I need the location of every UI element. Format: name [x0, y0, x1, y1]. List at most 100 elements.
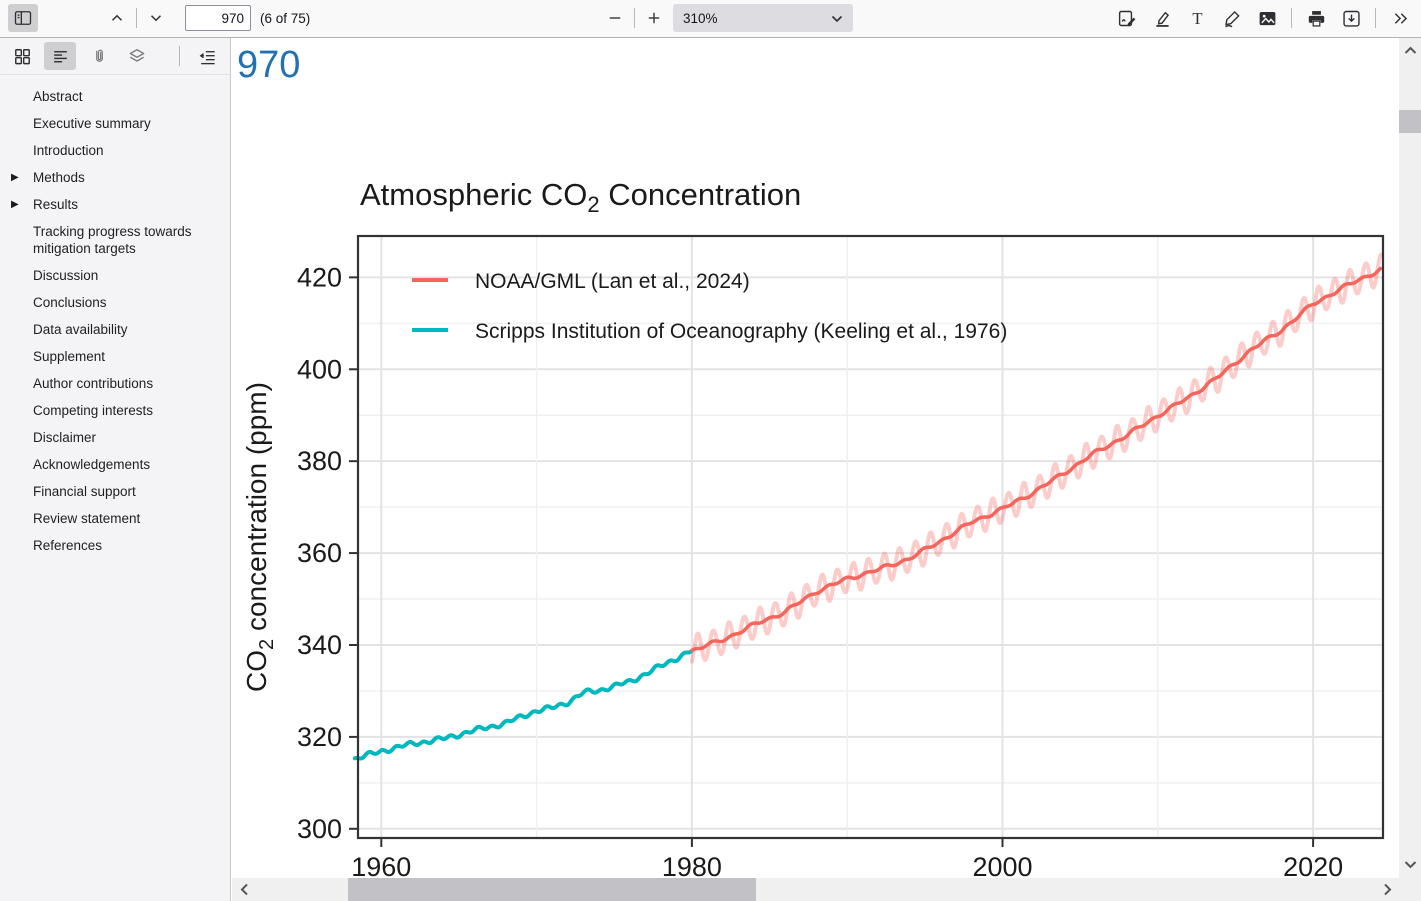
zoom-out-button[interactable]	[600, 4, 630, 32]
print-button[interactable]	[1301, 4, 1331, 32]
zoom-level-value: 310%	[683, 10, 718, 26]
outline-item[interactable]: Conclusions	[0, 289, 230, 316]
outline-item-label: References	[33, 538, 103, 553]
outline-list-icon	[51, 47, 70, 66]
page-count-label: (6 of 75)	[260, 10, 311, 26]
chart-title: Atmospheric CO2 Concentration	[360, 177, 801, 217]
outline-item-label: Financial support	[33, 484, 136, 499]
outline-item-label: Review statement	[33, 511, 141, 526]
outline-item[interactable]: Executive summary	[0, 110, 230, 137]
outline-item[interactable]: Abstract	[0, 83, 230, 110]
toggle-sidebar-button[interactable]	[8, 4, 38, 32]
layers-icon	[127, 46, 147, 66]
minus-icon	[606, 9, 624, 27]
previous-page-button[interactable]	[102, 4, 132, 32]
outline-item[interactable]: Competing interests	[0, 397, 230, 424]
sidebar-icon	[13, 8, 33, 28]
double-chevron-right-icon	[1391, 9, 1410, 28]
pen-icon	[1222, 8, 1243, 29]
outline-view-button[interactable]	[44, 42, 76, 70]
chevron-down-icon	[147, 9, 165, 27]
scroll-right-arrow[interactable]	[1379, 878, 1395, 901]
layers-button[interactable]	[122, 42, 152, 70]
svg-text:2020: 2020	[1283, 852, 1343, 878]
outline-item[interactable]: Introduction	[0, 137, 230, 164]
next-page-button[interactable]	[141, 4, 171, 32]
thumbnails-icon	[13, 47, 32, 66]
scroll-up-arrow[interactable]	[1399, 42, 1421, 58]
signature-icon	[1117, 8, 1138, 29]
text-icon: T	[1187, 8, 1208, 29]
expand-triangle-icon[interactable]: ▶	[11, 199, 19, 210]
add-text-button[interactable]: T	[1182, 4, 1212, 32]
svg-text:380: 380	[297, 446, 342, 476]
outline-item-label: Author contributions	[33, 376, 154, 391]
outline-item-label: Supplement	[33, 349, 106, 364]
outline-item-label: Executive summary	[33, 116, 151, 131]
svg-text:320: 320	[297, 722, 342, 752]
outline-item-label: Disclaimer	[33, 430, 97, 445]
outline-item-label: Discussion	[33, 268, 99, 283]
outline-item-label: Abstract	[33, 89, 83, 104]
add-image-button[interactable]	[1252, 4, 1282, 32]
highlight-button[interactable]	[1147, 4, 1177, 32]
chart-legend: NOAA/GML (Lan et al., 2024) Scripps Inst…	[412, 270, 1007, 343]
vertical-scrollbar[interactable]	[1399, 38, 1421, 878]
zoom-in-button[interactable]	[639, 4, 669, 32]
divider	[179, 46, 180, 66]
divider	[634, 8, 635, 28]
scrollbar-corner	[1399, 878, 1421, 901]
svg-text:400: 400	[297, 354, 342, 384]
page-number-input[interactable]	[185, 5, 251, 31]
expand-triangle-icon[interactable]: ▶	[11, 172, 19, 183]
outline-item[interactable]: ▶ Results	[0, 191, 230, 218]
legend-label-noaa: NOAA/GML (Lan et al., 2024)	[475, 270, 750, 293]
outline-item[interactable]: Disclaimer	[0, 424, 230, 451]
svg-text:T: T	[1192, 8, 1202, 27]
zoom-level-select[interactable]: 310%	[673, 4, 853, 32]
outline-item[interactable]: Financial support	[0, 478, 230, 505]
outline-item[interactable]: Data availability	[0, 316, 230, 343]
svg-text:340: 340	[297, 630, 342, 660]
chevron-down-icon	[831, 11, 843, 26]
horizontal-scroll-thumb[interactable]	[348, 878, 756, 901]
legend-label-scripps: Scripps Institution of Oceanography (Kee…	[475, 320, 1007, 343]
outline-item[interactable]: Supplement	[0, 343, 230, 370]
attachments-button[interactable]	[84, 42, 114, 70]
co2-chart: 300 320 340 360 380 400 420 1960 1980 2000 2020 At…	[241, 177, 1385, 878]
image-icon	[1257, 8, 1278, 29]
thumbnails-view-button[interactable]	[8, 42, 36, 70]
scroll-left-arrow[interactable]	[236, 878, 252, 901]
current-outline-item-button[interactable]	[192, 42, 222, 70]
printer-icon	[1306, 8, 1327, 29]
outline-item-label: Methods	[33, 170, 85, 185]
svg-text:1960: 1960	[351, 852, 411, 878]
main-toolbar: (6 of 75) 310%	[0, 0, 1421, 38]
save-button[interactable]	[1336, 4, 1366, 32]
draw-button[interactable]	[1217, 4, 1247, 32]
outline-list: Abstract Executive summary Introduction ▶ Me…	[0, 75, 230, 559]
vertical-scroll-thumb[interactable]	[1399, 110, 1421, 133]
outline-item[interactable]: Acknowledgements	[0, 451, 230, 478]
divider	[1375, 8, 1376, 28]
outline-item[interactable]: Author contributions	[0, 370, 230, 397]
outline-item-label: Tracking progress towards mitigation tar…	[33, 224, 192, 256]
divider	[1291, 8, 1292, 28]
horizontal-scrollbar[interactable]	[232, 878, 1399, 901]
more-tools-button[interactable]	[1385, 4, 1415, 32]
svg-text:420: 420	[297, 262, 342, 292]
outline-item-label: Data availability	[33, 322, 128, 337]
outline-item[interactable]: Review statement	[0, 505, 230, 532]
outline-item[interactable]: Discussion	[0, 262, 230, 289]
outline-item[interactable]: Tracking progress towards mitigation tar…	[0, 218, 230, 262]
scroll-down-arrow[interactable]	[1399, 856, 1421, 872]
paperclip-icon	[90, 47, 109, 66]
outline-item[interactable]: References	[0, 532, 230, 559]
signature-button[interactable]	[1112, 4, 1142, 32]
y-axis-label: CO2 concentration (ppm)	[241, 382, 278, 692]
outline-item-label: Conclusions	[33, 295, 107, 310]
svg-text:2000: 2000	[972, 852, 1032, 878]
svg-text:1980: 1980	[662, 852, 722, 878]
outline-item[interactable]: ▶ Methods	[0, 164, 230, 191]
